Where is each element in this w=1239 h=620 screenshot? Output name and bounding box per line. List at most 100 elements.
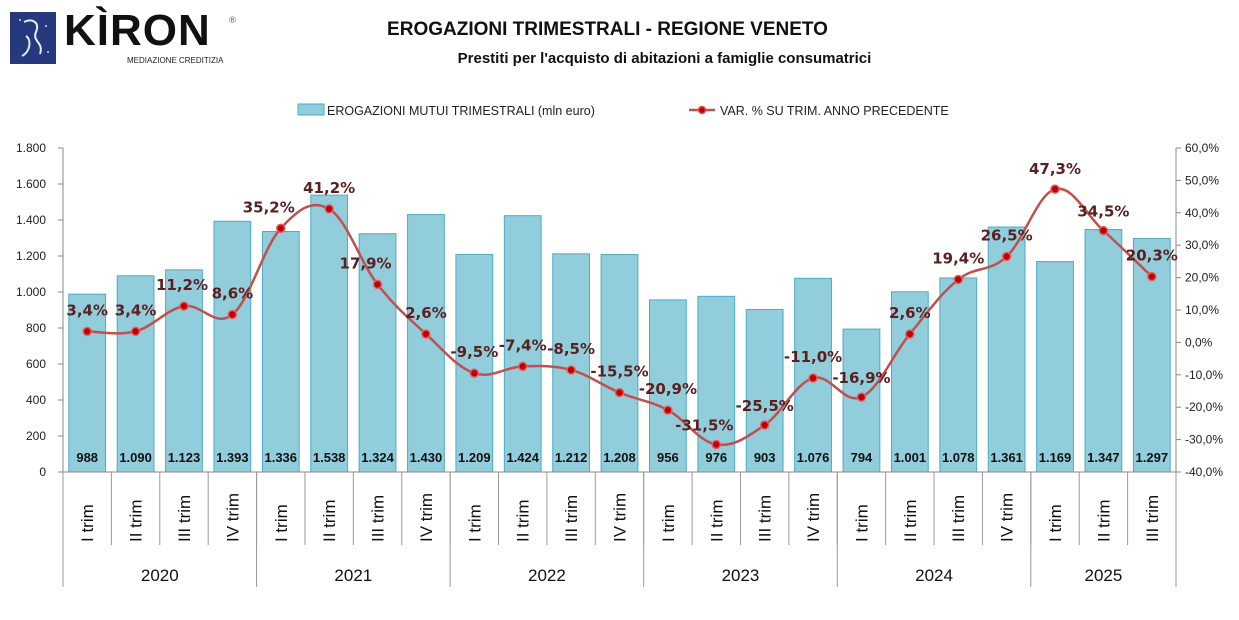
bar (1036, 261, 1074, 473)
legend-bar-label: EROGAZIONI MUTUI TRIMESTRALI (mln euro) (327, 104, 595, 118)
bar (310, 194, 349, 473)
x-year-label: 2024 (915, 566, 953, 585)
line-value-label: -9,5% (450, 343, 498, 361)
x-category-label: III trim (369, 495, 388, 542)
line-value-label: -20,9% (639, 380, 697, 398)
line-value-label: -31,5% (675, 416, 733, 434)
x-category-label: IV trim (611, 493, 630, 542)
bar (503, 215, 542, 473)
bar-value-label: 1.538 (313, 450, 346, 465)
y-left-tick-label: 0 (39, 465, 46, 479)
bar (987, 226, 1026, 473)
chart-subtitle: Prestiti per l'acquisto di abitazioni a … (457, 50, 872, 67)
bar (745, 308, 784, 473)
y-right-tick-label: 10,0% (1185, 303, 1219, 317)
y-right-tick-label: 50,0% (1185, 173, 1219, 187)
bar (261, 231, 300, 473)
bar (1084, 229, 1123, 473)
line-marker (82, 326, 92, 337)
line-marker (1098, 225, 1109, 236)
bar-value-label: 1.090 (119, 450, 152, 465)
line-value-label: 3,4% (115, 301, 157, 319)
y-right-tick-label: -40,0% (1185, 465, 1223, 479)
legend-line-label: VAR. % SU TRIM. ANNO PRECEDENTE (720, 104, 949, 118)
logo-emblem-icon (10, 12, 56, 64)
y-right-tick-label: 40,0% (1185, 206, 1219, 220)
x-category-label: I trim (78, 504, 97, 542)
bar (939, 277, 978, 473)
bar (890, 291, 929, 473)
bar-value-label: 1.078 (942, 450, 975, 465)
x-year-label: 2021 (334, 566, 372, 585)
line-value-label: 34,5% (1077, 203, 1129, 221)
x-category-label: IV trim (223, 493, 242, 542)
line-value-label: 20,3% (1126, 247, 1178, 265)
x-category-label: II trim (1094, 500, 1113, 543)
line-value-label: 41,2% (303, 179, 355, 197)
line-value-label: 8,6% (212, 285, 254, 303)
bar-value-label: 1.347 (1087, 450, 1120, 465)
x-category-label: I trim (272, 504, 291, 542)
x-year-label: 2023 (722, 566, 760, 585)
chart-title: EROGAZIONI TRIMESTRALI - REGIONE VENETO (387, 19, 828, 40)
x-category-label: III trim (562, 495, 581, 542)
bar-value-label: 1.209 (458, 450, 491, 465)
line-marker (759, 420, 770, 430)
logo-tagline: MEDIAZIONE CREDITIZIA (127, 56, 224, 65)
x-category-label: III trim (175, 495, 194, 542)
y-left-tick-label: 1.200 (16, 249, 46, 263)
y-right-tick-label: 60,0% (1185, 141, 1219, 155)
line-marker (179, 301, 189, 311)
legend-line-marker (697, 105, 707, 115)
logo-brand: KÌRON (64, 6, 211, 55)
kiron-logo: KÌRON ® MEDIAZIONE CREDITIZIA (10, 6, 240, 68)
line-marker (1147, 271, 1157, 282)
bar (68, 293, 107, 473)
y-right-tick-label: -30,0% (1185, 433, 1223, 447)
x-year-label: 2020 (141, 566, 179, 585)
line-marker (663, 405, 673, 415)
y-right-tick-label: 0,0% (1185, 335, 1213, 349)
bar-value-label: 956 (657, 450, 679, 465)
y-left-tick-label: 1.000 (16, 285, 46, 299)
line-marker (905, 329, 915, 339)
legend-bar-swatch (297, 103, 325, 116)
bar (213, 220, 252, 473)
bar (358, 233, 397, 473)
bar-value-label: 1.361 (990, 450, 1023, 465)
line-marker (324, 204, 334, 214)
line-marker (808, 373, 818, 383)
line-value-label: 2,6% (405, 304, 447, 322)
line-marker (953, 274, 963, 285)
line-value-label: 2,6% (889, 304, 931, 322)
y-left-tick-label: 1.600 (16, 177, 46, 191)
x-category-label: IV trim (417, 493, 436, 542)
line-value-label: 19,4% (932, 250, 984, 268)
x-category-label: I trim (465, 504, 484, 542)
y-right-tick-label: 30,0% (1185, 238, 1219, 252)
y-right-tick-label: -10,0% (1185, 368, 1223, 382)
bar (407, 214, 445, 473)
bar-value-label: 903 (754, 450, 776, 465)
y-right-tick-label: -20,0% (1185, 400, 1223, 414)
y-left-tick-label: 1.400 (16, 213, 46, 227)
y-left-tick-label: 200 (26, 429, 46, 443)
bar (600, 254, 639, 473)
line-value-label: -11,0% (784, 348, 842, 366)
bar (649, 299, 687, 473)
x-category-label: II trim (901, 500, 920, 543)
line-marker (372, 279, 383, 290)
x-category-label: III trim (1143, 495, 1162, 542)
x-category-label: III trim (949, 495, 968, 542)
line-marker (614, 387, 625, 398)
bar-value-label: 794 (851, 450, 873, 465)
line-marker (566, 365, 576, 375)
line-value-label: -16,9% (832, 369, 890, 387)
line-marker (227, 309, 238, 320)
y-left-tick-label: 800 (26, 321, 46, 335)
legend: EROGAZIONI MUTUI TRIMESTRALI (mln euro) … (297, 103, 949, 118)
line-value-label: 17,9% (340, 254, 392, 272)
line-value-label: 35,2% (243, 198, 295, 216)
line-marker (856, 392, 867, 402)
